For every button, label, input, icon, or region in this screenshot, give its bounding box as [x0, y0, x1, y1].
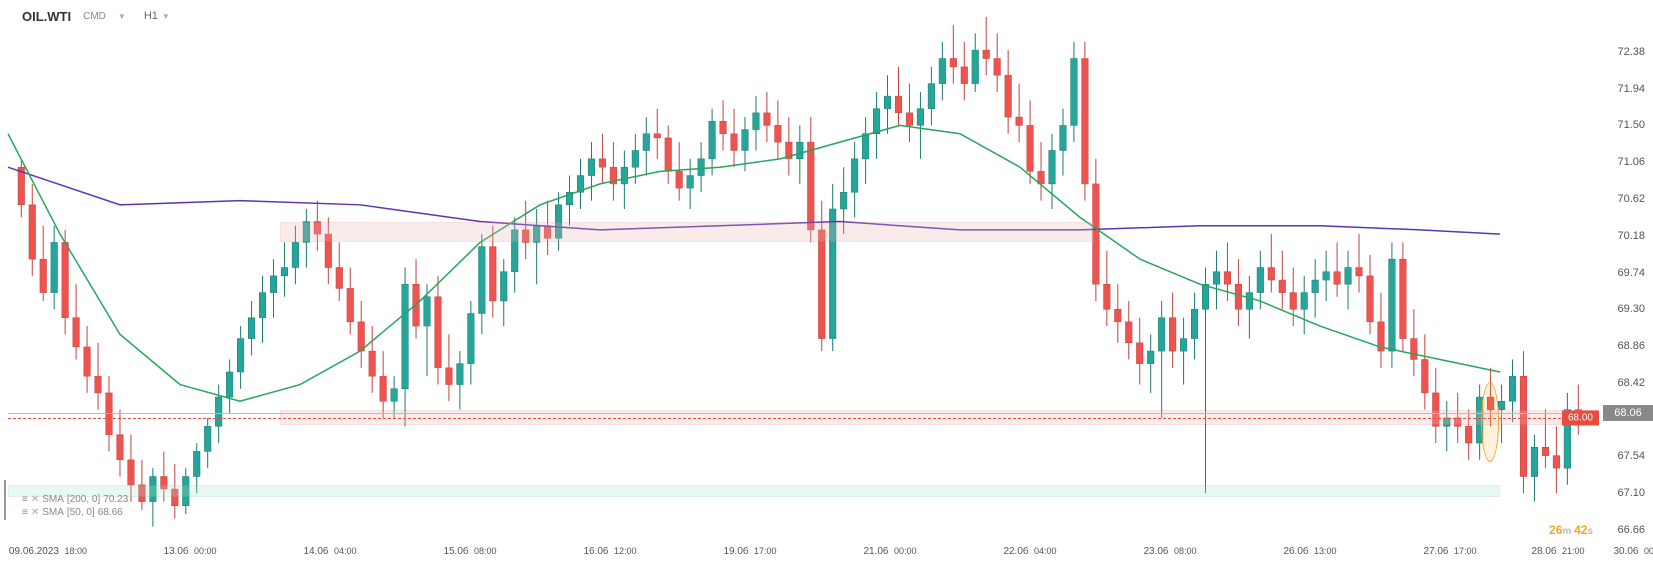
x-tick: 14.06 04:00	[303, 546, 356, 557]
x-tick: 19.06 17:00	[723, 546, 776, 557]
chart-header: OIL.WTI CMD ▼ H1 ▼	[22, 8, 176, 24]
x-axis[interactable]: 09.06.2023 18:00 13.06 00:00 14.06 04:00 15…	[0, 539, 1653, 561]
zone-upper-resistance[interactable]	[280, 222, 1094, 243]
stop-price-badge: 68.00	[1562, 410, 1599, 425]
y-tick: 71.50	[1617, 119, 1645, 131]
x-tick: 23.06 08:00	[1143, 546, 1196, 557]
y-tick: 71.06	[1617, 156, 1645, 168]
y-tick: 70.62	[1617, 193, 1645, 205]
x-tick: 15.06 08:00	[443, 546, 496, 557]
y-tick: 67.10	[1617, 487, 1645, 499]
stop-price-line[interactable]	[8, 418, 1596, 419]
close-icon[interactable]: ✕	[31, 506, 39, 519]
x-tick: 09.06.2023 18:00	[9, 546, 87, 557]
timeframe-selector[interactable]: H1 ▼	[138, 8, 176, 24]
indicator-name: SMA	[42, 506, 64, 519]
y-tick: 69.30	[1617, 303, 1645, 315]
left-axis-marker	[4, 480, 6, 520]
chevron-down-icon[interactable]: ▼	[118, 12, 126, 21]
countdown-seconds: 42	[1574, 523, 1587, 537]
symbol-label[interactable]: OIL.WTI	[22, 9, 71, 24]
drag-icon: ≡	[22, 506, 28, 519]
y-tick: 68.42	[1617, 377, 1645, 389]
y-tick: 71.94	[1617, 83, 1645, 95]
chevron-down-icon: ▼	[162, 12, 170, 21]
chart-container: OIL.WTI CMD ▼ H1 ▼ 72.3871.9471.5071.067…	[0, 0, 1653, 561]
x-tick: 27.06 17:00	[1423, 546, 1476, 557]
y-tick: 67.54	[1617, 450, 1645, 462]
instrument-type: CMD	[83, 11, 106, 22]
indicator-value: 70.23	[103, 493, 128, 506]
countdown-minutes: 26	[1549, 523, 1562, 537]
indicator-value: 68.66	[98, 506, 123, 519]
current-price-badge: 68.06	[1603, 405, 1653, 421]
y-tick: 69.74	[1617, 267, 1645, 279]
highlight-ellipse[interactable]	[1481, 382, 1499, 461]
indicator-sma50[interactable]: ≡ ✕ SMA [50, 0] 68.66	[22, 506, 128, 519]
x-tick: 26.06 13:00	[1283, 546, 1336, 557]
current-price-line	[8, 413, 1596, 414]
y-tick: 70.18	[1617, 230, 1645, 242]
drag-icon: ≡	[22, 493, 28, 506]
close-icon[interactable]: ✕	[31, 493, 39, 506]
x-tick: 13.06 00:00	[163, 546, 216, 557]
y-tick: 68.86	[1617, 340, 1645, 352]
y-axis[interactable]: 72.38 71.94 71.50 71.06 70.62 70.18 69.74 69.30…	[1597, 0, 1653, 561]
indicator-params: [50, 0]	[67, 506, 95, 519]
chart-svg[interactable]	[0, 0, 1653, 561]
indicator-sma200[interactable]: ≡ ✕ SMA [200, 0] 70.23	[22, 493, 128, 506]
zone-support[interactable]	[8, 485, 1500, 498]
timeframe-label: H1	[144, 10, 158, 22]
x-tick: 21.06 00:00	[863, 546, 916, 557]
indicators-legend: ≡ ✕ SMA [200, 0] 70.23 ≡ ✕ SMA [50, 0] 6…	[22, 493, 128, 519]
x-tick: 28.06 21:00	[1531, 546, 1584, 557]
y-tick: 72.38	[1617, 46, 1645, 58]
indicator-params: [200, 0]	[67, 493, 100, 506]
x-tick: 16.06 12:00	[583, 546, 636, 557]
indicator-name: SMA	[42, 493, 64, 506]
y-tick: 66.66	[1617, 524, 1645, 536]
bar-countdown: 26m 42s	[1549, 523, 1593, 537]
x-tick: 22.06 04:00	[1003, 546, 1056, 557]
x-tick: 30.06 00:00	[1613, 546, 1653, 557]
